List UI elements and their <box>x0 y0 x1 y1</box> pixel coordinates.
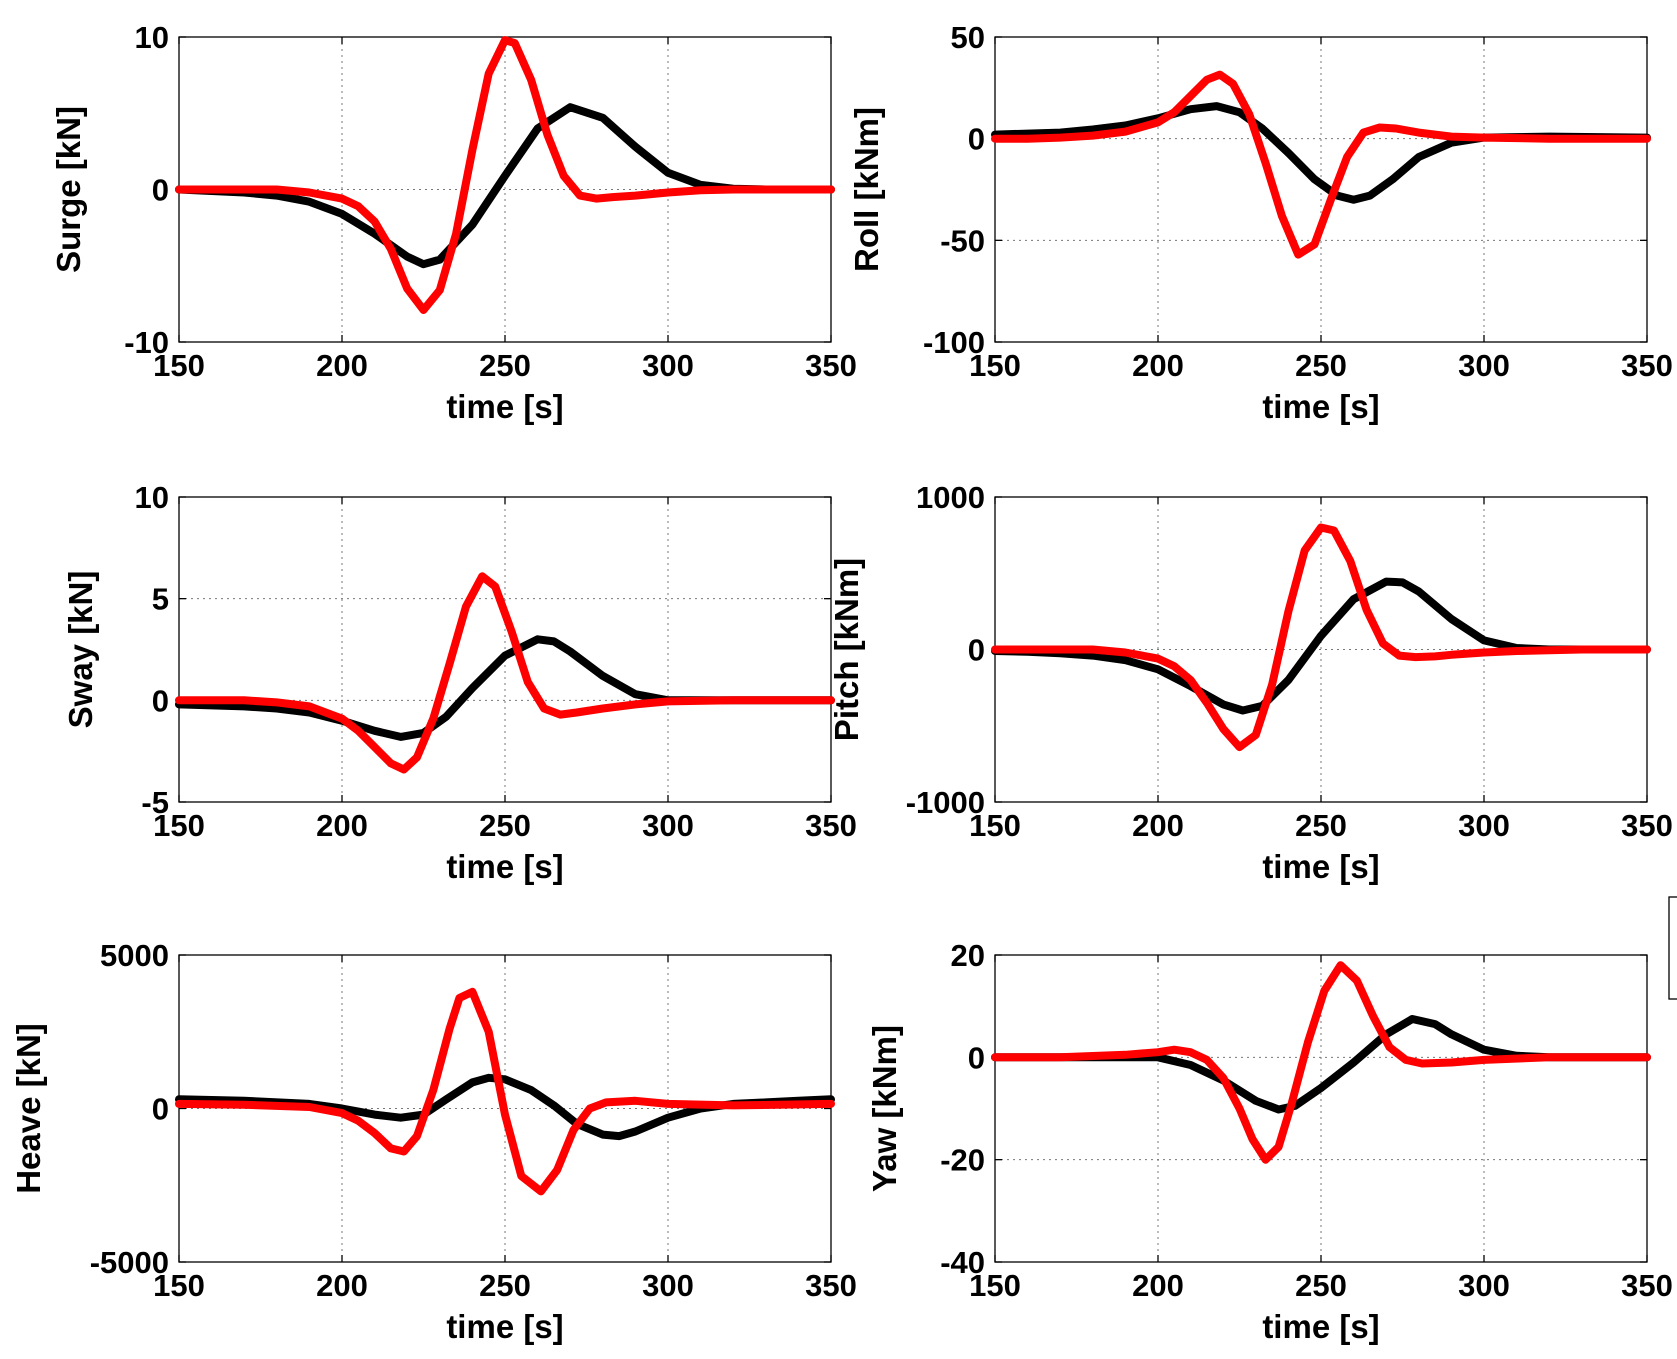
series-line-red <box>175 987 835 1196</box>
x-tick-label: 250 <box>479 808 531 843</box>
x-tick-label: 300 <box>1458 1268 1510 1303</box>
x-tick-label: 250 <box>1295 348 1347 383</box>
y-tick-label: 0 <box>152 173 169 208</box>
x-axis-label: time [s] <box>446 848 563 885</box>
x-tick-label: 200 <box>1132 808 1184 843</box>
x-tick-label: 150 <box>969 1268 1021 1303</box>
y-tick-label: 0 <box>968 1040 985 1075</box>
y-axis-label: Yaw [kNm] <box>866 1025 903 1192</box>
series-line-black <box>991 1015 1651 1114</box>
y-axis-label: Pitch [kNm] <box>828 558 865 741</box>
x-axis-label: time [s] <box>446 1308 563 1345</box>
chart-panel: 150 200 250 300 350 -1000 0 1000 time [s] Pitch [… <box>828 480 1673 885</box>
series-line-red <box>175 36 835 314</box>
x-axis-label: time [s] <box>1262 388 1379 425</box>
y-tick-label: -20 <box>940 1143 985 1178</box>
x-axis-label: time [s] <box>1262 848 1379 885</box>
y-tick-label: 10 <box>135 480 169 515</box>
series-line-black <box>175 635 835 741</box>
x-axis-label: time [s] <box>1262 1308 1379 1345</box>
y-axis-label: Sway [kN] <box>62 571 99 729</box>
series-line-red <box>175 572 835 774</box>
y-tick-label: 0 <box>152 683 169 718</box>
y-tick-label: 0 <box>152 1092 169 1127</box>
y-axis-label: Roll [kNm] <box>848 107 885 272</box>
x-tick-label: 200 <box>316 808 368 843</box>
series-line-red <box>991 961 1651 1164</box>
plot-area <box>994 36 1648 343</box>
x-tick-label: 350 <box>1621 1268 1673 1303</box>
series-line-black <box>991 577 1651 715</box>
x-tick-label: 300 <box>1458 808 1510 843</box>
x-tick-label: 200 <box>1132 1268 1184 1303</box>
y-tick-label: -50 <box>940 223 985 258</box>
x-tick-label: 250 <box>1295 1268 1347 1303</box>
y-axis-label: Heave [kN] <box>10 1023 47 1194</box>
x-tick-label: 350 <box>805 808 857 843</box>
x-tick-label: 150 <box>969 348 1021 383</box>
series-line-red <box>991 70 1651 259</box>
x-tick-label: 200 <box>1132 348 1184 383</box>
x-tick-label: 150 <box>969 808 1021 843</box>
y-tick-label: 50 <box>951 20 985 55</box>
x-tick-label: 250 <box>479 348 531 383</box>
x-tick-label: 150 <box>153 1268 205 1303</box>
y-axis-label: Surge [kN] <box>50 106 87 273</box>
x-tick-label: 300 <box>642 808 694 843</box>
x-tick-label: 300 <box>1458 348 1510 383</box>
x-tick-label: 350 <box>1621 348 1673 383</box>
y-tick-label: 5000 <box>100 938 169 973</box>
y-tick-label: -5000 <box>90 1245 169 1280</box>
y-tick-label: -100 <box>923 325 985 360</box>
x-tick-label: 200 <box>316 348 368 383</box>
y-tick-label: 0 <box>968 633 985 668</box>
chart-panel: 150 200 250 300 350 -5000 0 5000 time [s] Heave [… <box>10 938 857 1345</box>
y-tick-label: -40 <box>940 1245 985 1280</box>
chart-panel: 150 200 250 300 350 -5 0 5 10 time [s] Sway [kN] <box>62 480 857 885</box>
x-tick-label: 350 <box>1621 808 1673 843</box>
y-tick-label: -5 <box>141 785 169 820</box>
x-tick-label: 150 <box>153 348 205 383</box>
legend-box <box>1668 896 1677 1000</box>
x-tick-label: 250 <box>479 1268 531 1303</box>
series-line-red <box>991 523 1651 752</box>
x-tick-label: 250 <box>1295 808 1347 843</box>
y-tick-label: 5 <box>152 582 169 617</box>
x-tick-label: 150 <box>153 808 205 843</box>
y-tick-label: -10 <box>124 325 169 360</box>
y-tick-label: 1000 <box>916 480 985 515</box>
series-line-black <box>991 102 1651 204</box>
chart-panel: 150 200 250 300 350 -100 -50 0 50 time [s] Roll [k… <box>848 20 1673 425</box>
y-tick-label: -1000 <box>906 785 985 820</box>
x-tick-label: 350 <box>805 348 857 383</box>
chart-panel: 150 200 250 300 350 -40 -20 0 20 time [s] Yaw [kNm… <box>866 938 1673 1345</box>
x-tick-label: 200 <box>316 1268 368 1303</box>
x-tick-label: 300 <box>642 348 694 383</box>
x-axis-label: time [s] <box>446 388 563 425</box>
y-tick-label: 20 <box>951 938 985 973</box>
y-tick-label: 10 <box>135 20 169 55</box>
x-tick-label: 300 <box>642 1268 694 1303</box>
x-tick-label: 350 <box>805 1268 857 1303</box>
y-tick-label: 0 <box>968 122 985 157</box>
chart-panel: 150 200 250 300 350 -10 0 10 time [s] Surge [kN] <box>50 20 857 425</box>
plot-area <box>178 496 832 803</box>
